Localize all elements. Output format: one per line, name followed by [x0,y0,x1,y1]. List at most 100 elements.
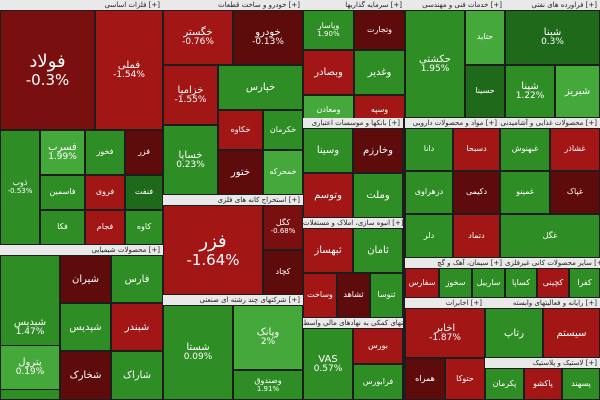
stock-tile[interactable]: دلر [405,214,453,258]
stock-tile[interactable]: شیران [60,255,111,303]
sector-header[interactable]: اخابرات [+] [405,298,485,308]
stock-tile[interactable]: ثامان [353,228,403,273]
stock-tile[interactable]: دسبحا [453,128,500,171]
stock-tile[interactable]: وصندوق 1.91% [233,370,303,400]
sector-header[interactable]: سایر محصولات کانی غیرفلزی [+] [505,258,600,268]
stock-tile[interactable]: حتوکا [445,358,485,400]
sector-header[interactable]: سرمایه گذاریها [+] [303,0,405,10]
stock-tile[interactable]: وغدیر [354,50,405,95]
stock-tile[interactable]: ثنوسا [370,273,403,318]
stock-tile[interactable]: کچاد [263,250,303,295]
stock-tile[interactable]: فکا [40,210,85,245]
stock-tile[interactable]: وتوسم [303,173,353,218]
stock-tile[interactable]: غشاذر [550,128,600,171]
stock-tile[interactable]: ومعادن [303,95,354,118]
stock-tile[interactable]: کفرا [569,268,600,298]
sector-header[interactable]: بانکها و موسسات اعتباری [+] [303,118,403,128]
stock-tile[interactable]: حسینا [465,65,505,118]
stock-tile[interactable]: وسپه [354,95,405,118]
stock-tile[interactable]: خزامیا -1.55% [163,65,218,125]
stock-tile[interactable]: دکیمی [453,171,500,214]
stock-tile[interactable]: خپارس [218,65,303,110]
stock-tile[interactable]: شبندر [111,303,163,351]
stock-tile[interactable]: وپاسار 1.90% [303,10,354,50]
stock-tile[interactable]: فزر [125,130,163,175]
stock-tile[interactable]: دانا [405,128,453,171]
stock-tile[interactable]: شخارک [60,351,111,400]
stock-tile[interactable]: پسهند [562,368,600,400]
stock-tile[interactable]: فروی [85,175,125,210]
sector-header[interactable]: لاستیک و پلاستیک [+] [485,358,600,368]
stock-tile[interactable]: شستا 0.09% [163,305,233,400]
stock-tile[interactable]: غپاک [550,171,600,214]
sector-header[interactable]: فلزات اساسی [+] [0,0,163,10]
stock-tile[interactable]: فجام [85,210,125,245]
sector-header[interactable]: فراورده های نفتی [+] [505,0,600,10]
stock-tile[interactable]: وسینا [303,128,353,173]
sector-header[interactable]: استخراج کانه های فلزی [+] [163,195,303,205]
stock-tile[interactable]: پاکشو [524,368,562,400]
stock-tile[interactable]: خکاوه [218,110,263,150]
stock-tile[interactable]: فنفت [125,175,163,210]
stock-tile[interactable]: ذوب -0.53% [0,130,40,245]
stock-tile[interactable]: شاراک [111,351,163,400]
stock-tile[interactable]: شبنا 0.3% [505,10,600,65]
stock-tile[interactable]: دتماد [453,214,500,258]
stock-tile[interactable]: ساربیل [472,268,505,298]
stock-tile[interactable]: فخوز [85,130,125,175]
sector-header[interactable]: خدمات فنی و مهندسی [+] [405,0,505,10]
stock-tile[interactable]: کساپا [505,268,537,298]
sector-header[interactable]: رایانه و فعالیتهای وابسته [+] [485,298,600,308]
stock-tile[interactable]: کاوه [125,210,163,245]
stock-tile[interactable]: وخارزم [353,128,403,173]
stock-tile[interactable]: دزهراوی [405,171,453,214]
stock-tile[interactable]: شپنا 1.22% [505,65,555,118]
stock-tile[interactable]: سفارس [405,268,439,298]
sector-header[interactable]: محصولات شیمیایی [+] [0,245,163,255]
stock-tile[interactable]: وبصادر [303,50,354,95]
stock-tile[interactable]: ثبهساز [303,228,353,273]
stock-tile[interactable]: پکرمان [485,368,524,400]
stock-tile[interactable]: کچینی [537,268,569,298]
stock-tile[interactable]: همراه [405,358,445,400]
stock-tile[interactable]: غگل [500,214,600,258]
stock-tile[interactable]: وتجارت [354,10,405,50]
stock-tile[interactable]: شپدیس [60,303,111,351]
stock-tile[interactable]: خکرمان [263,110,303,150]
stock-tile[interactable]: سخوز [439,268,472,298]
stock-tile[interactable]: VAS 0.57% [303,328,353,400]
stock-tile[interactable]: شبریز [555,65,600,118]
stock-tile[interactable]: خمحرکه [263,150,303,195]
stock-tile[interactable]: غمینو [500,171,550,214]
sector-header[interactable]: انبوه سازی، املاک و مستغلات [+] [303,218,403,228]
stock-tile[interactable]: خودرو -0.13% [233,10,303,65]
sector-header[interactable]: سیمان، آهک و گچ [+] [405,258,505,268]
stock-tile[interactable]: فاسمین [40,175,85,210]
stock-tile[interactable]: غبهنوش [500,128,550,171]
stock-tile[interactable]: اخابر -1.87% [405,308,485,358]
stock-tile[interactable]: فسرب 1.99% [40,130,85,175]
stock-tile[interactable]: فملی -1.54% [95,10,163,130]
stock-tile[interactable]: بورس [353,328,403,364]
stock-tile[interactable]: فارس [111,255,163,303]
sector-header[interactable]: خودرو و ساخت قطعات [+] [163,0,303,10]
stock-tile[interactable]: وملت [353,173,403,218]
stock-tile[interactable]: وپانک 2% [233,305,303,370]
stock-tile[interactable]: سیستم [543,308,600,358]
sector-header[interactable]: فعالیتهای کمکی به نهادهای مالی واسط [+] [303,318,403,328]
stock-tile[interactable]: حکشتی 1.95% [405,10,465,118]
stock-tile[interactable]: ختور [218,150,263,195]
sector-header[interactable]: شرکتهای چند رشته ای صنعتی [+] [163,295,303,305]
stock-tile[interactable]: پترول 0.19% [0,345,60,390]
stock-tile[interactable]: فزر -1.64% [163,205,263,295]
sector-header[interactable]: مواد و محصولات دارویی [+] [405,118,500,128]
stock-tile[interactable]: خساپا 0.23% [163,125,218,195]
stock-tile[interactable]: حتاید [465,10,505,65]
stock-tile[interactable]: کگل -0.68% [263,205,303,250]
stock-tile[interactable]: وساخت [303,273,337,318]
stock-tile[interactable]: فولاد -0.3% [0,10,95,130]
stock-tile[interactable]: رتاپ [485,308,543,358]
stock-tile[interactable]: خگستر -0.76% [163,10,233,65]
stock-tile[interactable]: ثشاهد [337,273,370,318]
stock-tile[interactable]: فرابورس [353,364,403,400]
